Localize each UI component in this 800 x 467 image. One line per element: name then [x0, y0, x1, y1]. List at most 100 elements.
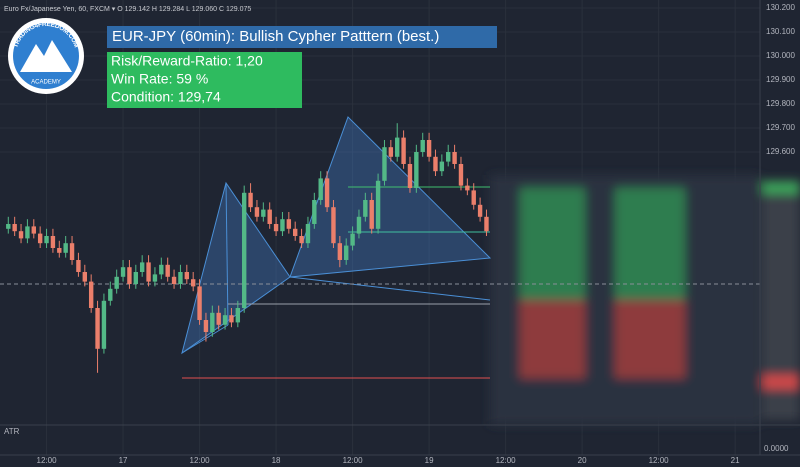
x-tick-label: 20 — [578, 456, 587, 465]
candle-body — [120, 267, 126, 277]
candle-body — [229, 315, 234, 323]
candle-body — [222, 315, 228, 325]
candle-body — [184, 271, 190, 280]
candle-body — [395, 137, 400, 157]
candle-body — [254, 207, 260, 217]
candle-body — [203, 319, 209, 332]
candle-body — [286, 219, 292, 229]
x-tick-label: 12:00 — [37, 456, 58, 465]
logo-sub: ACADEMY — [31, 80, 61, 86]
candle-body — [88, 281, 94, 308]
candle-body — [108, 288, 113, 301]
pattern-line — [181, 324, 229, 354]
candle-body — [197, 286, 202, 320]
pattern-line — [225, 182, 229, 326]
title: EUR-JPY (60min): Bullish Cypher Patttern… — [112, 28, 439, 45]
candle-body — [299, 235, 304, 244]
pattern-line — [289, 276, 491, 301]
info-line: Risk/Reward-Ratio: 1,20 — [111, 53, 263, 69]
candle-body — [12, 223, 17, 232]
candle-body — [127, 267, 132, 284]
blur-axis-green — [762, 182, 800, 194]
blur-red — [520, 300, 585, 378]
y-tick-label: 129.900 — [766, 75, 795, 84]
candle-body — [190, 279, 196, 287]
candle-body — [433, 156, 438, 172]
candle-body — [318, 178, 323, 200]
candle-body — [25, 226, 30, 239]
x-tick-label: 19 — [425, 456, 434, 465]
candle-body — [152, 274, 158, 282]
candle-body — [273, 223, 279, 232]
blur-axis-red — [762, 375, 800, 389]
indicator-tick: 0.0000 — [764, 444, 789, 453]
candle-body — [401, 137, 406, 164]
candle-body — [44, 235, 49, 244]
candle-body — [82, 271, 87, 282]
candle-body — [6, 223, 11, 229]
x-tick-label: 12:00 — [190, 456, 211, 465]
candle-body — [458, 163, 464, 186]
candle-body — [439, 161, 445, 172]
candle-body — [114, 276, 119, 289]
candle-body — [446, 151, 451, 162]
info-line: Condition: 129,74 — [111, 89, 221, 105]
info-line: Win Rate: 59 % — [111, 71, 208, 87]
candle-body — [388, 147, 394, 157]
y-tick-label: 130.000 — [766, 51, 795, 60]
candle-body — [261, 209, 266, 217]
candle-body — [344, 245, 349, 260]
candle-body — [350, 233, 355, 246]
candle-body — [63, 243, 68, 253]
candle-body — [171, 276, 177, 284]
candle-body — [248, 192, 253, 208]
candle-body — [159, 264, 164, 275]
candle-body — [139, 262, 145, 272]
y-tick-label: 130.200 — [766, 3, 795, 12]
x-tick-label: 17 — [119, 456, 128, 465]
candle-body — [324, 178, 330, 208]
logo: TRADING4FREEDOM.COM ACADEMY — [8, 18, 84, 94]
candle-body — [471, 190, 476, 205]
candle-body — [420, 139, 425, 152]
candle-body — [414, 151, 419, 188]
candle-body — [18, 231, 24, 239]
candle-body — [337, 243, 343, 260]
header: Euro Fx/Japanese Yen, 60, FXCM ▾ O 129.1… — [4, 6, 251, 13]
x-tick-label: 21 — [731, 456, 740, 465]
x-tick-label: 12:00 — [343, 456, 364, 465]
candle-body — [293, 228, 298, 236]
candle-body — [37, 233, 43, 244]
candle-body — [50, 235, 56, 248]
blur-green — [520, 188, 585, 300]
candle-body — [146, 262, 151, 282]
y-tick-label: 129.600 — [766, 147, 795, 156]
candle-body — [57, 247, 62, 253]
candle-body — [363, 199, 368, 217]
y-tick-label: 130.100 — [766, 27, 795, 36]
x-tick-label: 12:00 — [496, 456, 517, 465]
y-tick-label: 129.700 — [766, 123, 795, 132]
candle-body — [267, 209, 272, 224]
info-box — [107, 52, 302, 108]
candle-body — [331, 207, 336, 244]
blur-green — [615, 188, 685, 300]
candle-body — [76, 259, 81, 272]
indicator-label: ATR — [4, 427, 20, 436]
candle-body — [178, 271, 183, 284]
candle-body — [31, 226, 36, 234]
candle-body — [241, 192, 247, 308]
candle-body — [375, 180, 381, 229]
x-tick-label: 18 — [272, 456, 281, 465]
candle-body — [101, 300, 107, 349]
candle-body — [133, 271, 139, 284]
candle-body — [69, 243, 75, 260]
candle-body — [165, 264, 170, 277]
candle-body — [280, 219, 285, 232]
candle-body — [407, 163, 413, 188]
candle-body — [484, 216, 489, 232]
candle-body — [356, 216, 362, 234]
candles — [6, 123, 489, 373]
